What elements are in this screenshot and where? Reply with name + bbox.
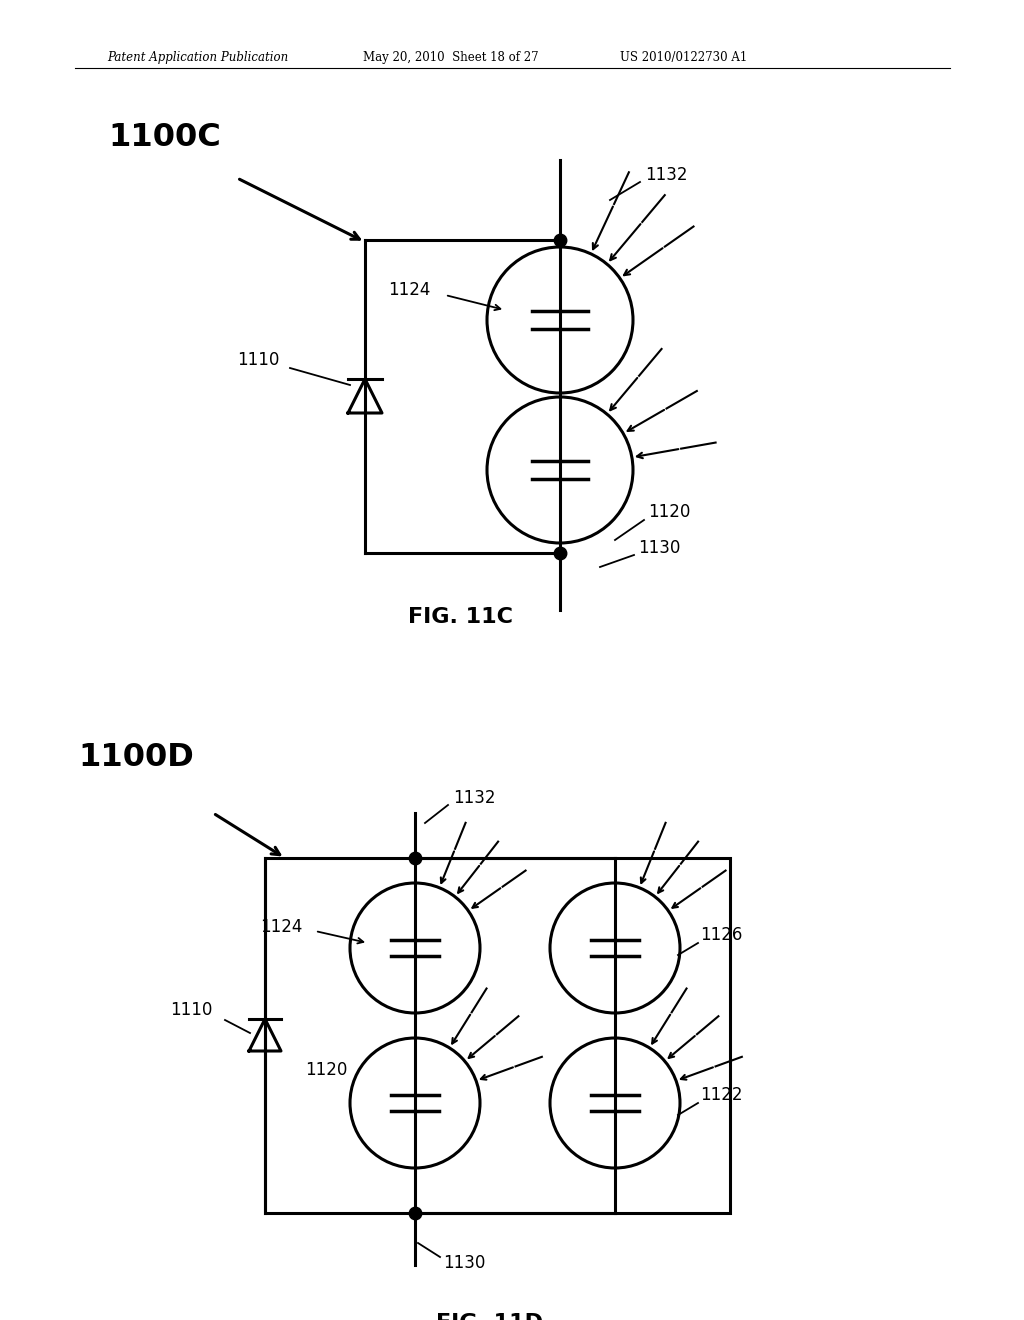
Text: 1126: 1126	[700, 927, 742, 944]
Text: 1110: 1110	[237, 351, 280, 370]
Text: 1124: 1124	[388, 281, 430, 300]
Bar	[265, 858, 730, 1213]
Text: 1110: 1110	[170, 1001, 212, 1019]
Text: 1120: 1120	[305, 1061, 347, 1078]
Text: 1130: 1130	[443, 1254, 485, 1272]
Text: FIG. 11C: FIG. 11C	[408, 607, 512, 627]
Text: 1100C: 1100C	[108, 123, 221, 153]
Text: FIG. 11D: FIG. 11D	[436, 1313, 544, 1320]
Text: 1120: 1120	[648, 503, 690, 521]
Text: 1130: 1130	[638, 539, 680, 557]
Text: 1100D: 1100D	[78, 742, 194, 774]
Text: 1132: 1132	[645, 166, 687, 183]
Text: 1122: 1122	[700, 1086, 742, 1104]
Text: US 2010/0122730 A1: US 2010/0122730 A1	[620, 50, 748, 63]
Text: 1124: 1124	[260, 917, 302, 936]
Text: 1132: 1132	[453, 789, 496, 807]
Text: Patent Application Publication: Patent Application Publication	[106, 50, 288, 63]
Text: May 20, 2010  Sheet 18 of 27: May 20, 2010 Sheet 18 of 27	[362, 50, 539, 63]
